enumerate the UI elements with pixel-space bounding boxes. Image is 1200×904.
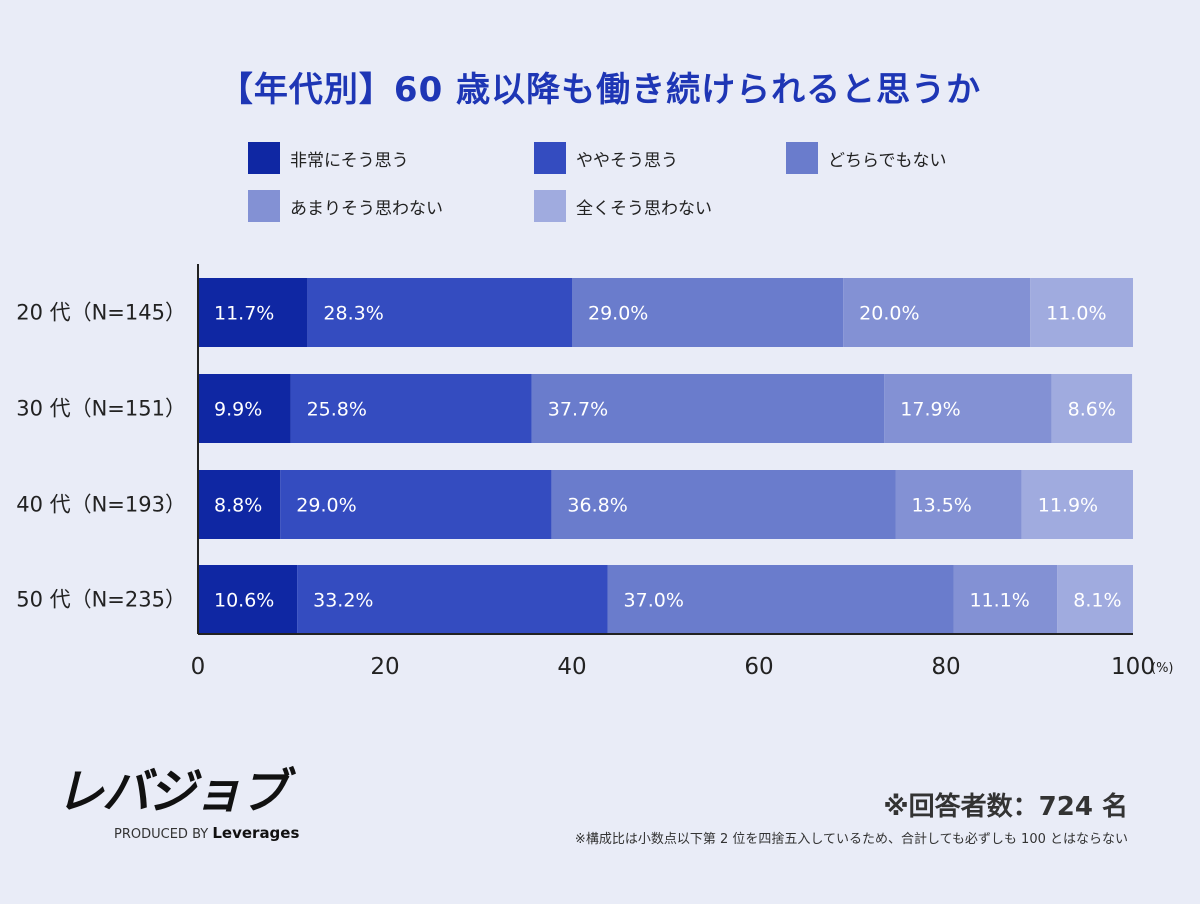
- data-label: 11.9%: [1038, 495, 1098, 517]
- bar-segment: [1051, 374, 1133, 443]
- bar-segment: [198, 565, 298, 634]
- data-label: 33.2%: [313, 590, 373, 612]
- x-tick-label: 20: [370, 654, 399, 680]
- data-label: 25.8%: [307, 399, 367, 421]
- bar-segment: [607, 565, 954, 634]
- bar-segment: [1021, 470, 1133, 539]
- legend-swatch: [786, 142, 818, 174]
- data-label: 36.8%: [567, 495, 627, 517]
- data-label: 20.0%: [859, 303, 919, 325]
- bar-segment: [1057, 565, 1133, 634]
- bar-segment: [198, 278, 308, 347]
- data-label: 13.5%: [912, 495, 972, 517]
- legend-swatch: [248, 142, 280, 174]
- bar-segment: [280, 470, 552, 539]
- data-label: 11.1%: [969, 590, 1029, 612]
- bar-segment: [843, 278, 1031, 347]
- bar-segment: [1030, 278, 1133, 347]
- legend-item-very-agree: 非常にそう思う: [248, 142, 409, 174]
- footnote: ※構成比は小数点以下第 2 位を四捨五入しているため、合計しても必ずしも 100…: [574, 832, 1128, 847]
- category-label: 20 代（N=145）: [16, 301, 186, 325]
- data-label: 8.8%: [214, 495, 262, 517]
- legend-swatch: [534, 190, 566, 222]
- legend-label: 非常にそう思う: [290, 150, 409, 171]
- bar-segment: [884, 374, 1052, 443]
- legend-swatch: [248, 190, 280, 222]
- legend-item-somewhat-disagree: あまりそう思わない: [248, 190, 443, 222]
- bar-segment: [198, 374, 291, 443]
- legend-label: ややそう思う: [576, 150, 678, 171]
- data-label: 11.0%: [1046, 303, 1106, 325]
- data-label: 8.1%: [1073, 590, 1121, 612]
- data-label: 17.9%: [900, 399, 960, 421]
- data-label: 8.6%: [1068, 399, 1116, 421]
- brand-name: Leverages: [212, 824, 300, 842]
- legend-item-neutral: どちらでもない: [786, 142, 947, 174]
- legend-label: 全くそう思わない: [576, 198, 712, 219]
- category-label: 40 代（N=193）: [16, 493, 186, 517]
- x-tick-label: 0: [191, 654, 206, 680]
- legend-item-somewhat-agree: ややそう思う: [534, 142, 678, 174]
- x-tick-label: 100: [1111, 654, 1155, 680]
- bar-segment: [290, 374, 532, 443]
- x-tick-label: 60: [744, 654, 773, 680]
- x-tick-label: 80: [931, 654, 960, 680]
- bar-segment: [551, 470, 896, 539]
- legend-label: どちらでもない: [828, 150, 947, 171]
- x-tick-label: 40: [557, 654, 586, 680]
- category-label: 50 代（N=235）: [16, 588, 186, 612]
- leverages-logo: レバジョブ PRODUCED BY Leverages: [56, 764, 316, 842]
- bar-segment: [531, 374, 885, 443]
- respondent-count: ※回答者数：724 名: [883, 792, 1128, 822]
- data-label: 10.6%: [214, 590, 274, 612]
- legend-swatch: [534, 142, 566, 174]
- legend-label: あまりそう思わない: [290, 198, 443, 219]
- data-label: 29.0%: [296, 495, 356, 517]
- data-label: 28.3%: [323, 303, 383, 325]
- data-label: 11.7%: [214, 303, 274, 325]
- bar-segment: [572, 278, 844, 347]
- legend-item-strongly-disagree: 全くそう思わない: [534, 190, 712, 222]
- bar-segment: [198, 470, 281, 539]
- data-label: 37.7%: [548, 399, 608, 421]
- data-label: 29.0%: [588, 303, 648, 325]
- x-axis-unit: (%): [1151, 661, 1174, 676]
- bar-segment: [953, 565, 1058, 634]
- logo-produced-by: PRODUCED BY Leverages: [114, 824, 316, 842]
- produced-by-text: PRODUCED BY: [114, 827, 209, 842]
- logo-wordmark: レバジョブ: [56, 764, 288, 820]
- category-label: 30 代（N=151）: [16, 397, 186, 421]
- chart-title: 【年代別】60 歳以降も働き続けられると思うか: [218, 70, 982, 110]
- data-label: 9.9%: [214, 399, 262, 421]
- bar-segment: [307, 278, 572, 347]
- bar-segment: [895, 470, 1022, 539]
- legend: 非常にそう思う ややそう思う どちらでもない あまりそう思わない 全くそう思わな…: [248, 142, 1008, 232]
- data-label: 37.0%: [624, 590, 684, 612]
- bar-segment: [297, 565, 608, 634]
